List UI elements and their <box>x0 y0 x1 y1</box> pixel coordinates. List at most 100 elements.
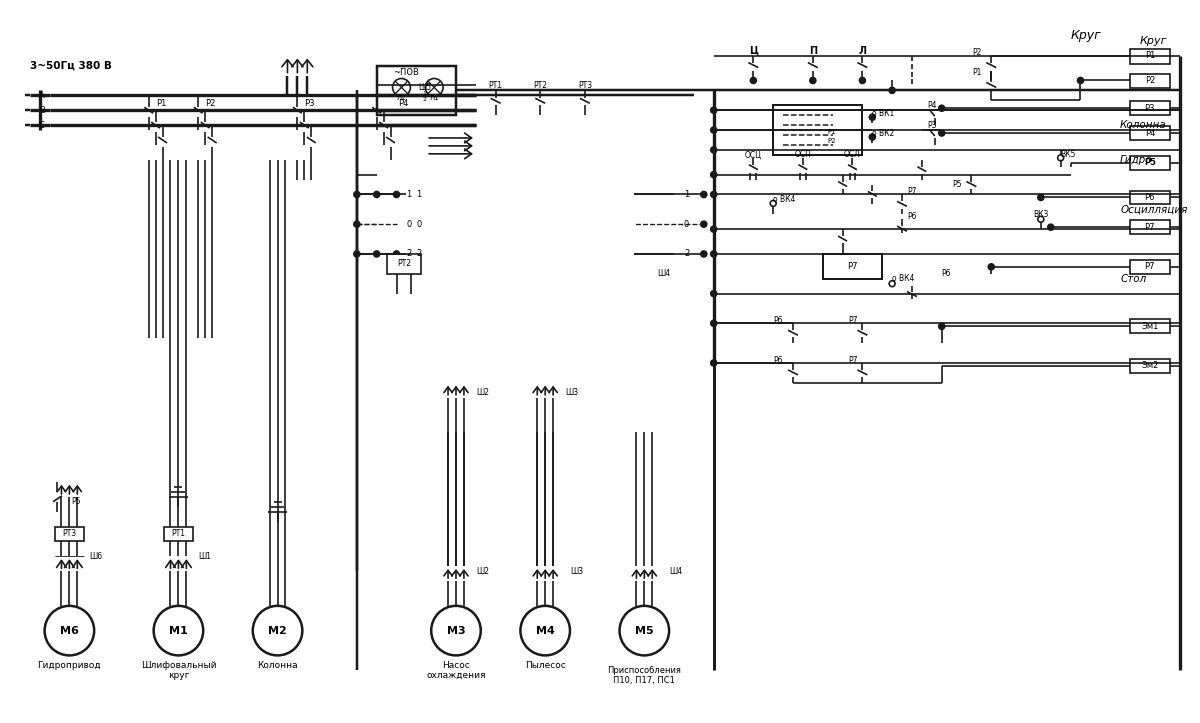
Text: РТ3: РТ3 <box>577 81 592 90</box>
Text: 1: 1 <box>684 190 689 199</box>
Text: Р5: Р5 <box>1144 158 1156 167</box>
Bar <box>1130 126 1170 140</box>
Circle shape <box>869 114 875 120</box>
Text: М3: М3 <box>446 625 466 636</box>
Text: Гидропривод: Гидропривод <box>37 661 101 669</box>
Text: 2: 2 <box>407 249 412 258</box>
Text: Р4: Р4 <box>1145 129 1156 137</box>
Circle shape <box>938 130 944 136</box>
Circle shape <box>989 264 995 270</box>
Text: 1: 1 <box>407 190 412 199</box>
Text: Круг: Круг <box>1140 36 1168 46</box>
Text: Эм1: Эм1 <box>1141 322 1158 331</box>
Text: Р7: Р7 <box>907 187 917 196</box>
Bar <box>1130 74 1170 88</box>
Text: Р6: Р6 <box>942 269 952 278</box>
Circle shape <box>373 192 379 197</box>
Text: Ш4: Ш4 <box>670 567 683 576</box>
Text: РТ3: РТ3 <box>62 529 77 539</box>
Bar <box>163 526 193 542</box>
Text: М6: М6 <box>60 625 79 636</box>
Text: Р2: Р2 <box>972 48 982 57</box>
Circle shape <box>373 251 379 257</box>
Bar <box>1130 190 1170 205</box>
Text: Р7: Р7 <box>848 316 858 325</box>
Text: Шлифовальный
круг: Шлифовальный круг <box>140 661 216 680</box>
Text: Р4: Р4 <box>928 100 936 110</box>
Text: Р6: Р6 <box>1145 193 1156 202</box>
Circle shape <box>859 77 865 83</box>
Bar <box>386 254 421 274</box>
Circle shape <box>44 606 94 656</box>
Text: Р3: Р3 <box>305 99 314 108</box>
Circle shape <box>770 200 776 206</box>
Text: Ц: Ц <box>749 46 758 56</box>
Text: РТ2: РТ2 <box>533 81 547 90</box>
Circle shape <box>869 134 875 140</box>
Text: Р3: Р3 <box>928 121 936 129</box>
Circle shape <box>431 606 481 656</box>
Text: Р6: Р6 <box>774 316 784 325</box>
Circle shape <box>710 171 716 178</box>
Text: о ВК4: о ВК4 <box>892 274 914 283</box>
Circle shape <box>1048 224 1054 230</box>
Text: М5: М5 <box>635 625 654 636</box>
Text: Р7: Р7 <box>847 262 858 271</box>
Text: Осцилляция: Осцилляция <box>1120 205 1188 214</box>
Text: М1: М1 <box>169 625 188 636</box>
Bar <box>54 526 84 542</box>
Text: Колонна: Колонна <box>257 661 298 669</box>
Bar <box>823 254 882 279</box>
Text: Ш1: Ш1 <box>198 552 211 561</box>
Text: Приспособления
П10, П17, ПС1: Приспособления П10, П17, ПС1 <box>607 666 682 685</box>
Text: Л: Л <box>858 46 866 56</box>
Circle shape <box>1038 216 1044 222</box>
Circle shape <box>710 251 716 257</box>
Text: Р6: Р6 <box>774 356 784 364</box>
Text: Ш3: Ш3 <box>570 567 583 576</box>
Circle shape <box>425 79 443 96</box>
Circle shape <box>710 107 716 114</box>
Text: Р2: Р2 <box>828 138 836 145</box>
Circle shape <box>394 192 400 197</box>
Text: Р2: Р2 <box>205 99 216 108</box>
Text: Р2: Р2 <box>1145 76 1156 85</box>
Bar <box>1130 221 1170 234</box>
Text: о ВК4: о ВК4 <box>773 195 796 204</box>
Text: A: A <box>38 91 44 100</box>
Circle shape <box>938 323 944 329</box>
Text: РТ1: РТ1 <box>488 81 503 90</box>
Circle shape <box>354 221 360 227</box>
Text: 0: 0 <box>407 220 412 228</box>
Text: Ш6: Ш6 <box>89 552 102 561</box>
Text: Ш3: Ш3 <box>565 388 578 397</box>
Circle shape <box>701 192 707 197</box>
Text: М2: М2 <box>268 625 287 636</box>
Text: Р1: Р1 <box>1145 51 1156 60</box>
Circle shape <box>619 606 670 656</box>
Circle shape <box>253 606 302 656</box>
Circle shape <box>354 192 360 197</box>
Text: Ш4: Ш4 <box>658 269 671 278</box>
Circle shape <box>1057 155 1063 161</box>
Circle shape <box>810 77 816 83</box>
Text: П: П <box>809 46 817 56</box>
Text: РТ1: РТ1 <box>172 529 186 539</box>
Text: Ш2: Ш2 <box>476 388 488 397</box>
Text: ВК5: ВК5 <box>1061 150 1076 159</box>
Text: Стол: Стол <box>1120 274 1146 283</box>
Text: Р5: Р5 <box>71 497 80 506</box>
Circle shape <box>710 127 716 133</box>
Circle shape <box>392 79 410 96</box>
Circle shape <box>710 192 716 197</box>
Text: Р6: Р6 <box>907 212 917 221</box>
Text: C: C <box>38 121 44 129</box>
Text: Ш2: Ш2 <box>476 567 488 576</box>
Bar <box>773 106 863 155</box>
Text: ~ПОВ: ~ПОВ <box>394 68 419 77</box>
Text: 2: 2 <box>416 249 421 258</box>
Bar <box>1130 359 1170 373</box>
Text: Ш5: Ш5 <box>419 83 432 92</box>
Circle shape <box>354 251 360 257</box>
Text: 1: 1 <box>416 190 421 199</box>
